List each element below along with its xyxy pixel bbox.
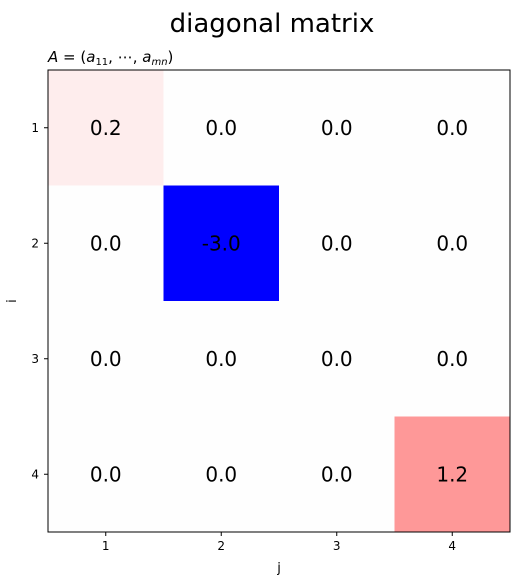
heatmap-cell-3-4	[394, 301, 510, 417]
x-tick-label: 1	[102, 539, 110, 553]
chart-subtitle: A = (a11, ⋯, amn)	[47, 48, 173, 68]
cell-value-label-4-1: 0.0	[90, 462, 122, 486]
cell-value-label-1-3: 0.0	[321, 116, 353, 140]
heatmap-cell-1-2	[163, 70, 279, 186]
y-axis-ticks: 1 2 3 4	[31, 121, 48, 481]
heatmap-cell-2-1	[48, 185, 164, 301]
cell-value-label-4-3: 0.0	[321, 462, 353, 486]
plot-frame	[47, 69, 511, 533]
heatmap-cell-1-3	[279, 70, 395, 186]
x-tick-label: 4	[448, 539, 456, 553]
heatmap-cell-2-4	[394, 185, 510, 301]
cell-value-label-4-4: 1.2	[436, 462, 468, 486]
heatmap-cell-labels: 0.2 0.0 0.0 0.0 0.0 -3.0 0.0 0.0 0.0 0.0 0.0 0.0 0.0…	[90, 116, 468, 487]
heatmap-cell-4-3	[279, 416, 395, 532]
subtitle-part: 11	[95, 57, 108, 68]
cell-value-label-3-1: 0.0	[90, 347, 122, 371]
x-axis-label: j	[276, 561, 281, 576]
heatmap-cell-4-4	[394, 416, 510, 532]
subtitle-part: )	[168, 48, 174, 66]
heatmap-cell-2-3	[279, 185, 395, 301]
cell-value-label-1-1: 0.2	[90, 116, 122, 140]
heatmap-cell-4-2	[163, 416, 279, 532]
subtitle-part: A	[47, 48, 58, 66]
heatmap-cell-3-2	[163, 301, 279, 417]
heatmap-cell-1-1	[48, 70, 164, 186]
y-tick-label: 2	[31, 236, 39, 250]
chart-title: diagonal matrix	[170, 9, 375, 39]
subtitle-part: a	[86, 48, 95, 66]
cell-value-label-3-2: 0.0	[205, 347, 237, 371]
cell-value-label-2-3: 0.0	[321, 231, 353, 255]
cell-value-label-2-2: -3.0	[202, 231, 241, 255]
heatmap-cells	[48, 70, 510, 532]
cell-value-label-2-1: 0.0	[90, 231, 122, 255]
heatmap-cell-4-1	[48, 416, 164, 532]
y-tick-label: 1	[31, 121, 39, 135]
x-tick-label: 2	[217, 539, 225, 553]
cell-value-label-3-3: 0.0	[321, 347, 353, 371]
x-tick-label: 3	[333, 539, 341, 553]
cell-value-label-4-2: 0.0	[205, 462, 237, 486]
subtitle-part: a	[142, 48, 151, 66]
subtitle-part: = (	[58, 48, 86, 66]
cell-value-label-3-4: 0.0	[436, 347, 468, 371]
heatmap-cell-2-2	[163, 185, 279, 301]
subtitle-part: , ⋯,	[108, 48, 142, 66]
cell-value-label-1-4: 0.0	[436, 116, 468, 140]
x-axis-ticks: 1 2 3 4	[102, 532, 456, 553]
y-tick-label: 3	[31, 352, 39, 366]
cell-value-label-1-2: 0.0	[205, 116, 237, 140]
y-axis-label: i	[5, 299, 20, 303]
heatmap-cell-3-1	[48, 301, 164, 417]
y-tick-label: 4	[31, 467, 39, 481]
heatmap-cell-3-3	[279, 301, 395, 417]
cell-value-label-2-4: 0.0	[436, 231, 468, 255]
heatmap-cell-1-4	[394, 70, 510, 186]
subtitle-part: mn	[151, 57, 167, 68]
